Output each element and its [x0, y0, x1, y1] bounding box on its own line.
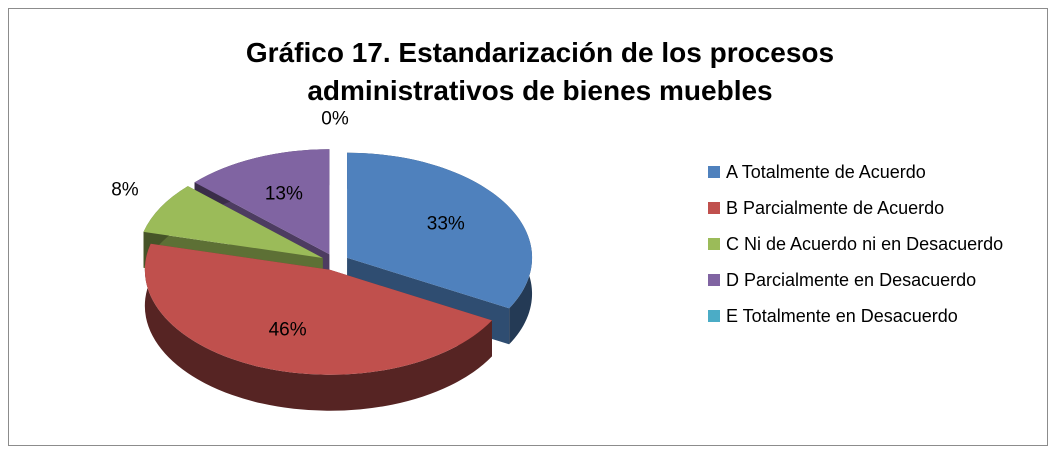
slice-top	[194, 149, 330, 255]
legend-label: D Parcialmente en Desacuerdo	[726, 270, 977, 290]
legend-swatch	[708, 310, 720, 322]
pie-slice	[144, 243, 492, 411]
slice-side	[144, 243, 492, 411]
legend-entry: D Parcialmente en Desacuerdo	[708, 268, 1048, 293]
legend-entry: C Ni de Acuerdo ni en Desacuerdo	[708, 232, 1048, 257]
legend-swatch	[708, 238, 720, 250]
slice-top	[143, 186, 323, 258]
chart-title: Gráfico 17. Estandarización de los proce…	[245, 37, 835, 106]
legend-entry: A Totalmente de Acuerdo	[708, 160, 1048, 185]
slice-top	[347, 152, 533, 309]
legend-entry: B Parcialmente de Acuerdo	[708, 196, 1048, 221]
legend-entry: E Totalmente en Desacuerdo	[708, 304, 1048, 329]
legend-swatch	[708, 166, 720, 178]
legend-swatch	[708, 202, 720, 214]
legend-label: C Ni de Acuerdo ni en Desacuerdo	[726, 234, 1004, 254]
data-label: 0%	[321, 109, 349, 130]
chart-frame	[8, 8, 1048, 446]
data-label: 13%	[265, 184, 303, 205]
data-label: 33%	[427, 214, 465, 235]
legend-label: A Totalmente de Acuerdo	[726, 162, 926, 182]
legend: A Totalmente de Acuerdo B Parcialmente de…	[708, 160, 1048, 340]
legend-label: E Totalmente en Desacuerdo	[726, 306, 958, 326]
data-label: 46%	[269, 319, 307, 340]
legend-swatch	[708, 274, 720, 286]
slice-top	[144, 243, 492, 375]
data-label: 8%	[111, 179, 139, 200]
legend-label: B Parcialmente de Acuerdo	[726, 198, 945, 218]
